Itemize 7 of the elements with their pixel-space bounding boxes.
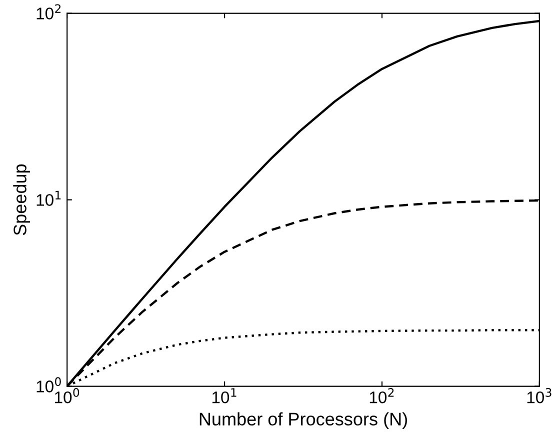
y-tick-label: 10$^{2}$	[36, 4, 61, 20]
x-axis-title: Number of Processors (N)	[200, 412, 407, 430]
y-tick-label: 10$^{1}$	[36, 190, 61, 206]
x-tick-label: 10$^{3}$	[527, 388, 552, 404]
y-axis-title: Speedup	[13, 164, 30, 236]
x-tick-label: 10$^{2}$	[370, 388, 394, 404]
x-tick-label: 10$^{1}$	[212, 388, 236, 404]
